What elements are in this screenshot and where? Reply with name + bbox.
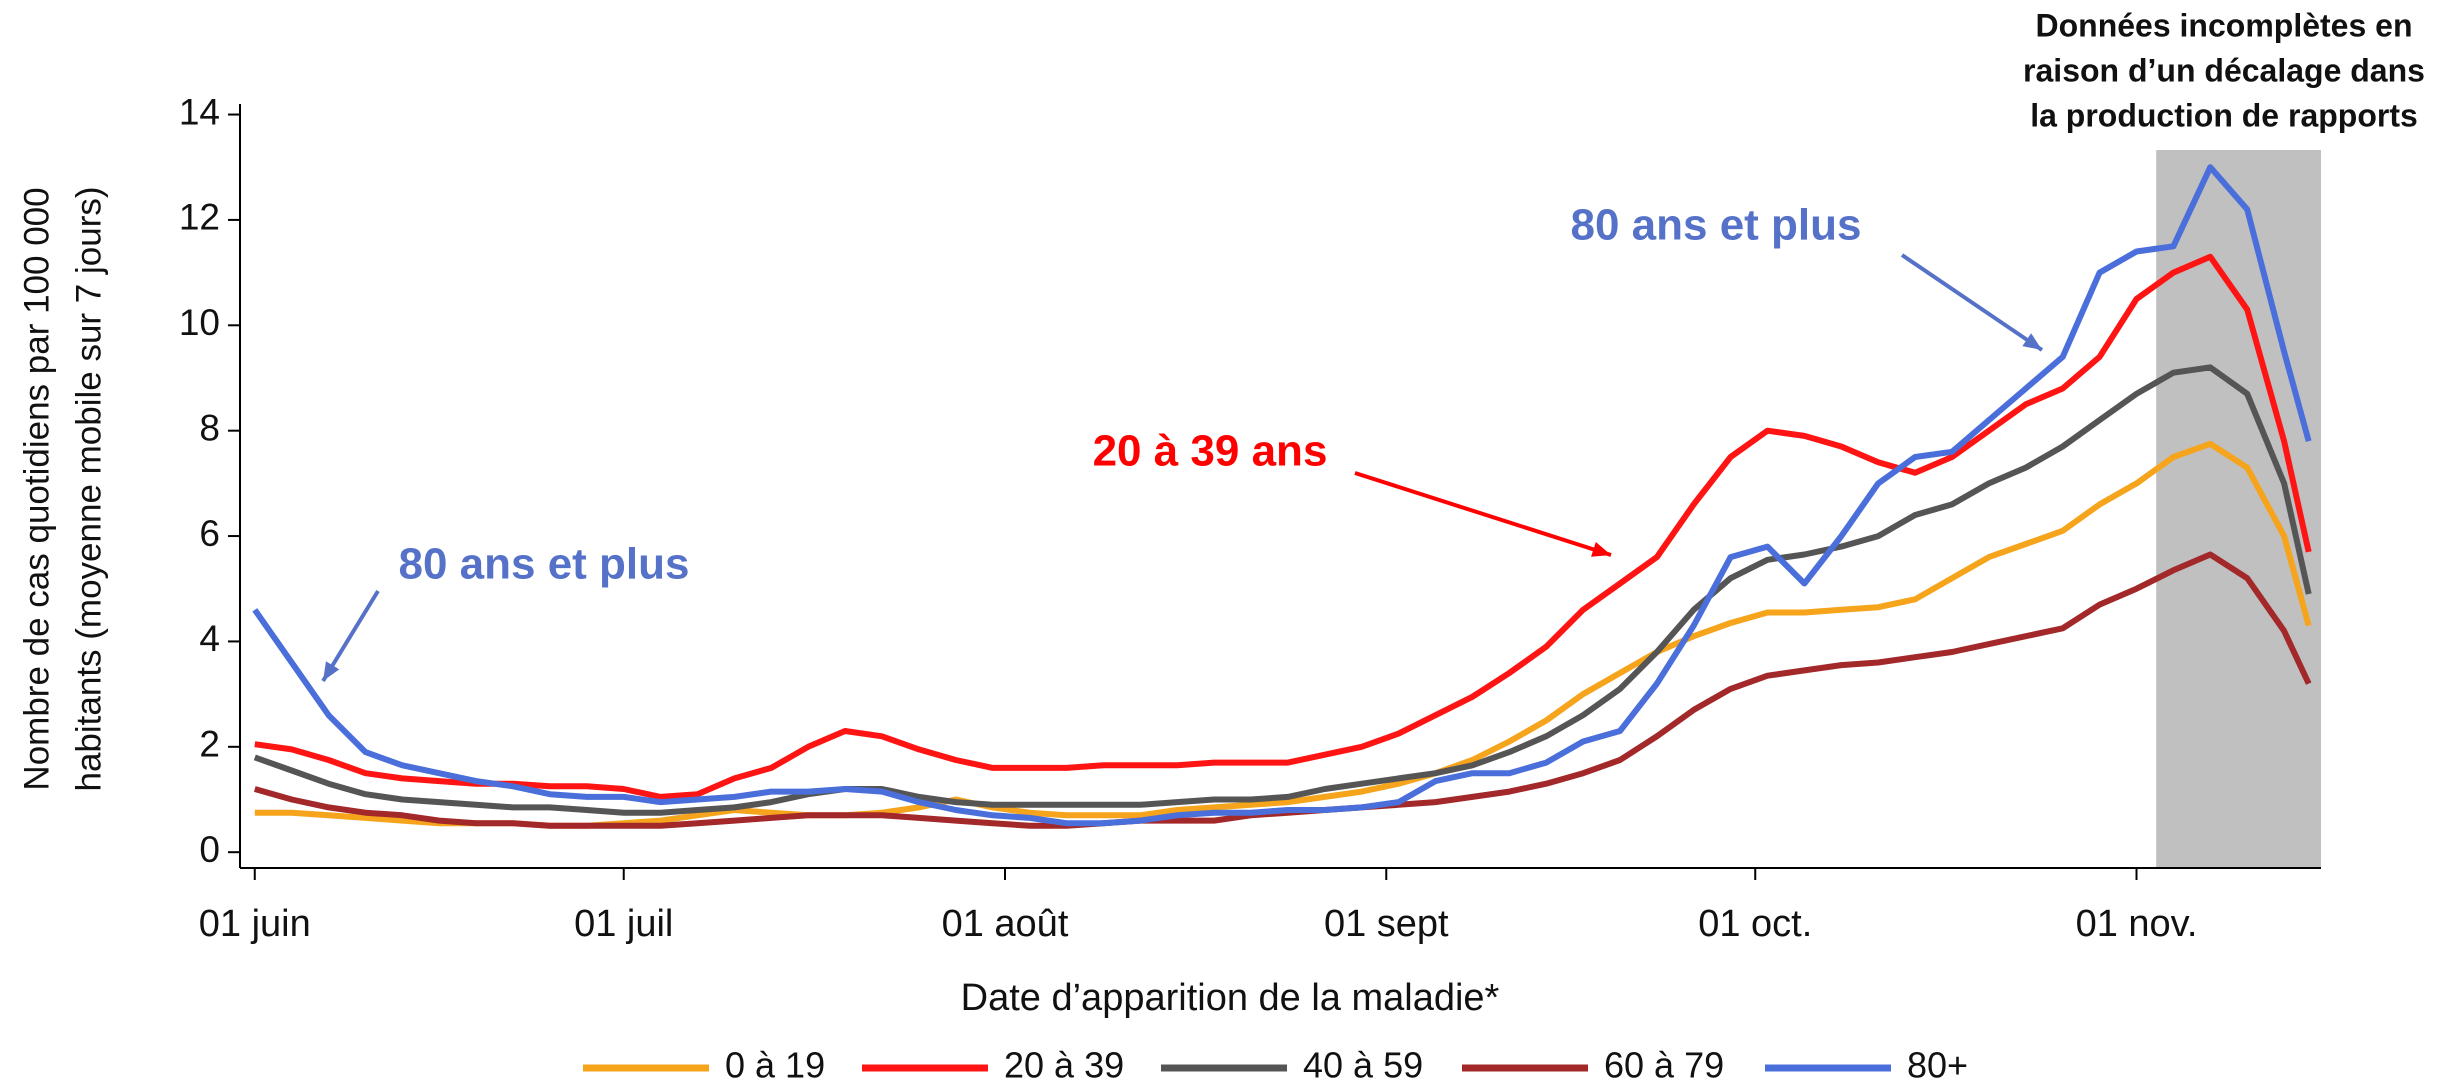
annotation: 80 ans et plus (1570, 201, 1861, 250)
x-tick-label: 01 oct. (1698, 903, 1812, 945)
x-axis-title: Date d’apparition de la maladie* (961, 977, 1500, 1019)
series-line (254, 440, 2312, 829)
annotation: 20 à 39 ans (1093, 427, 1328, 476)
arrow-head (2022, 333, 2042, 350)
x-tick-label: 01 août (942, 903, 1069, 945)
annotation-arrow (1900, 253, 2044, 352)
annotation: 80 ans et plus (398, 540, 689, 589)
legend-label: 20 à 39 (1004, 1045, 1124, 1084)
x-tick-label: 01 juin (199, 903, 311, 945)
legend-label: 0 à 19 (725, 1045, 825, 1084)
y-tick-label: 0 (199, 829, 220, 870)
y-axis-title: Nombre de cas quotidiens par 100 000 (17, 187, 56, 790)
arrow-head (323, 661, 340, 681)
annotation-arrow (1354, 471, 1612, 557)
legend-label: 80+ (1907, 1045, 1968, 1084)
series-line (252, 164, 2312, 827)
y-axis-title: habitants (moyenne mobile sur 7 jours) (69, 186, 108, 791)
shaded-note: la production de rapports (2030, 97, 2418, 133)
x-tick-label: 01 nov. (2076, 903, 2198, 945)
legend-label: 60 à 79 (1604, 1045, 1724, 1084)
x-tick-label: 01 juil (574, 903, 673, 945)
series-line (253, 364, 2312, 816)
y-tick-label: 2 (199, 724, 220, 765)
shaded-note: raison d’un décalage dans (2023, 52, 2425, 88)
y-tick-label: 14 (179, 91, 220, 132)
arrow-head (1591, 541, 1611, 557)
legend-label: 40 à 59 (1303, 1045, 1423, 1084)
y-tick-label: 12 (179, 197, 220, 238)
y-tick-label: 4 (199, 618, 220, 659)
y-tick-label: 10 (179, 302, 220, 343)
x-tick-label: 01 sept (1324, 903, 1449, 945)
y-tick-label: 6 (199, 513, 220, 554)
series-line (254, 253, 2312, 800)
shaded-note: Données incomplètes en (2036, 7, 2413, 43)
y-tick-label: 8 (199, 407, 220, 448)
